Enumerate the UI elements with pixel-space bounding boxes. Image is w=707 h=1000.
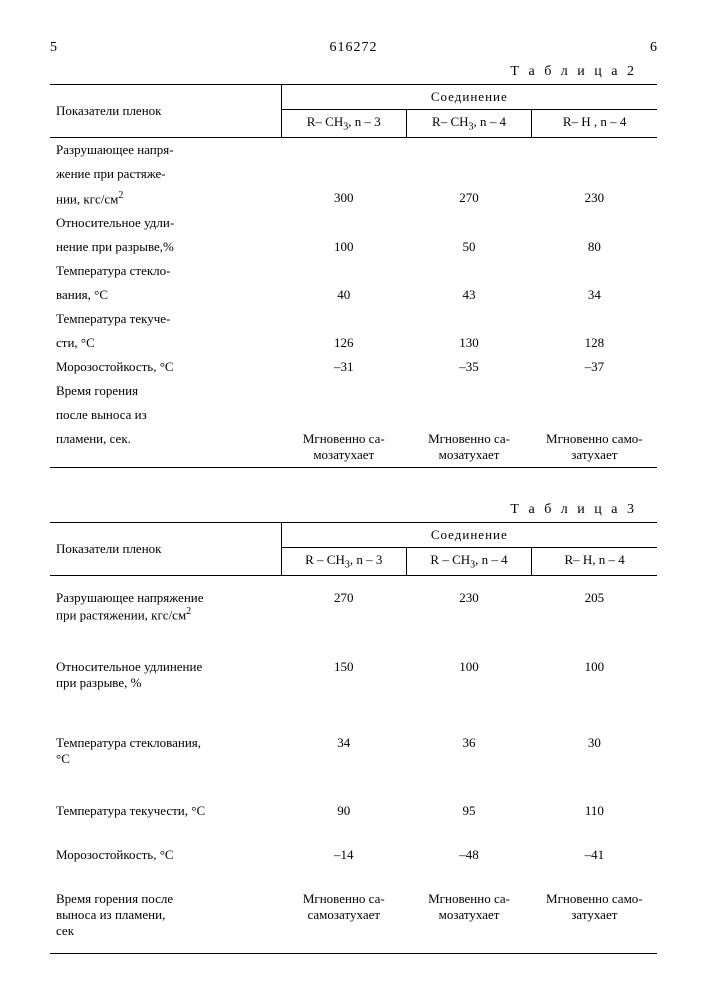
t2-r6-v2: Мгновенно са- мозатухает	[406, 427, 531, 468]
t2-r6-v1: Мгновенно са- мозатухает	[281, 427, 406, 468]
t2-r1-b: жение при растяже-	[50, 162, 281, 186]
t3-r4-v1: 90	[281, 789, 406, 833]
t2-r3-a: Температура стекло-	[50, 259, 281, 283]
t3-r2-v2: 100	[406, 637, 531, 713]
t3-r3-v2: 36	[406, 713, 531, 789]
t2-r4-v2: 130	[406, 331, 531, 355]
t2-r3-v1: 40	[281, 283, 406, 307]
table3-param-header: Показатели пленок	[50, 522, 281, 575]
t2-r4-v3: 128	[532, 331, 657, 355]
t2-r4-b: сти, °С	[50, 331, 281, 355]
t2-r4-v1: 126	[281, 331, 406, 355]
t3-r6-v1: Мгновенно са- самозатухает	[281, 877, 406, 954]
t2-r6-a: Время горения	[50, 379, 281, 403]
t2-r1-v3: 230	[532, 186, 657, 211]
t2-r3-b: вания, °С	[50, 283, 281, 307]
t2-r2-a: Относительное удли-	[50, 211, 281, 235]
table2-compound-header: Соединение	[281, 85, 657, 110]
t3-r3-v3: 30	[532, 713, 657, 789]
t2-r1-v1: 300	[281, 186, 406, 211]
table3: Показатели пленок Соединение R – CH3, n …	[50, 522, 657, 954]
t2-r2-v1: 100	[281, 235, 406, 259]
t2-r2-v3: 80	[532, 235, 657, 259]
table2: Показатели пленок Соединение R– CH3, n –…	[50, 84, 657, 468]
table3-col2: R – CH3, n – 4	[406, 547, 531, 575]
table2-col2: R– CH3, n – 4	[406, 110, 531, 138]
t2-r3-v3: 34	[532, 283, 657, 307]
t2-r4-a: Температура текуче-	[50, 307, 281, 331]
t3-r1-l: Разрушающее напряжение при растяжении, к…	[50, 575, 281, 637]
t3-r6-l: Время горения после выноса из пламени, с…	[50, 877, 281, 954]
table3-col1: R – CH3, n – 3	[281, 547, 406, 575]
table2-label: Т а б л и ц а 2	[50, 64, 637, 80]
header-left: 5	[50, 40, 57, 56]
t2-r5-a: Морозостойкость, °С	[50, 355, 281, 379]
t3-r5-v1: –14	[281, 833, 406, 877]
table2-col3: R– H , n – 4	[532, 110, 657, 138]
t3-r2-v3: 100	[532, 637, 657, 713]
table3-col3: R– H, n – 4	[532, 547, 657, 575]
t3-r3-v1: 34	[281, 713, 406, 789]
t2-r6-b: после выноса из	[50, 403, 281, 427]
t3-r4-v2: 95	[406, 789, 531, 833]
t2-r5-v2: –35	[406, 355, 531, 379]
t3-r1-v1: 270	[281, 575, 406, 637]
table2-col1: R– CH3, n – 3	[281, 110, 406, 138]
header-right: 6	[650, 40, 657, 56]
t3-r1-v2: 230	[406, 575, 531, 637]
t3-r5-v3: –41	[532, 833, 657, 877]
t2-r1-a: Разрушающее напря-	[50, 137, 281, 162]
t3-r2-v1: 150	[281, 637, 406, 713]
t3-r5-l: Морозостойкость, °С	[50, 833, 281, 877]
table3-label: Т а б л и ц а 3	[50, 502, 637, 518]
t2-r1-v2: 270	[406, 186, 531, 211]
t2-r2-v2: 50	[406, 235, 531, 259]
header-center: 616272	[330, 40, 378, 56]
t2-r2-b: нение при разрыве,%	[50, 235, 281, 259]
t3-r4-v3: 110	[532, 789, 657, 833]
t3-r6-v2: Мгновенно са- мозатухает	[406, 877, 531, 954]
page-header: 5 616272 6	[50, 40, 657, 56]
t2-r6-c: пламени, сек.	[50, 427, 281, 468]
t2-r1-c: нии, кгс/см2	[50, 186, 281, 211]
t3-r4-l: Температура текучести, °С	[50, 789, 281, 833]
t3-r3-l: Температура стеклования, °С	[50, 713, 281, 789]
table3-compound-header: Соединение	[281, 522, 657, 547]
table2-param-header: Показатели пленок	[50, 85, 281, 138]
t2-r3-v2: 43	[406, 283, 531, 307]
t3-r6-v3: Мгновенно само- затухает	[532, 877, 657, 954]
t2-r5-v3: –37	[532, 355, 657, 379]
t2-r5-v1: –31	[281, 355, 406, 379]
t3-r5-v2: –48	[406, 833, 531, 877]
t2-r6-v3: Мгновенно само- затухает	[532, 427, 657, 468]
t3-r2-l: Относительное удлинение при разрыве, %	[50, 637, 281, 713]
t3-r1-v3: 205	[532, 575, 657, 637]
